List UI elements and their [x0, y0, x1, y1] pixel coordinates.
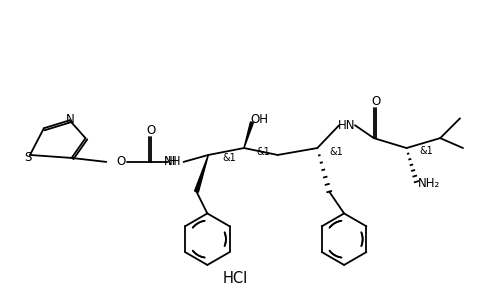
Text: O: O — [371, 95, 381, 108]
Text: N: N — [66, 113, 75, 126]
Text: &1: &1 — [256, 147, 270, 157]
Text: O: O — [146, 124, 156, 137]
Text: NH₂: NH₂ — [418, 177, 440, 190]
Text: H: H — [168, 155, 177, 168]
Text: &1: &1 — [329, 147, 343, 157]
Text: &1: &1 — [222, 153, 236, 163]
Text: OH: OH — [251, 113, 269, 126]
Text: &1: &1 — [419, 146, 433, 156]
Polygon shape — [244, 122, 253, 148]
Text: NH: NH — [164, 155, 181, 168]
Text: S: S — [25, 152, 32, 165]
Text: HCl: HCl — [222, 271, 248, 286]
Text: HN: HN — [338, 119, 356, 132]
Polygon shape — [194, 155, 208, 192]
Text: O: O — [116, 155, 126, 168]
